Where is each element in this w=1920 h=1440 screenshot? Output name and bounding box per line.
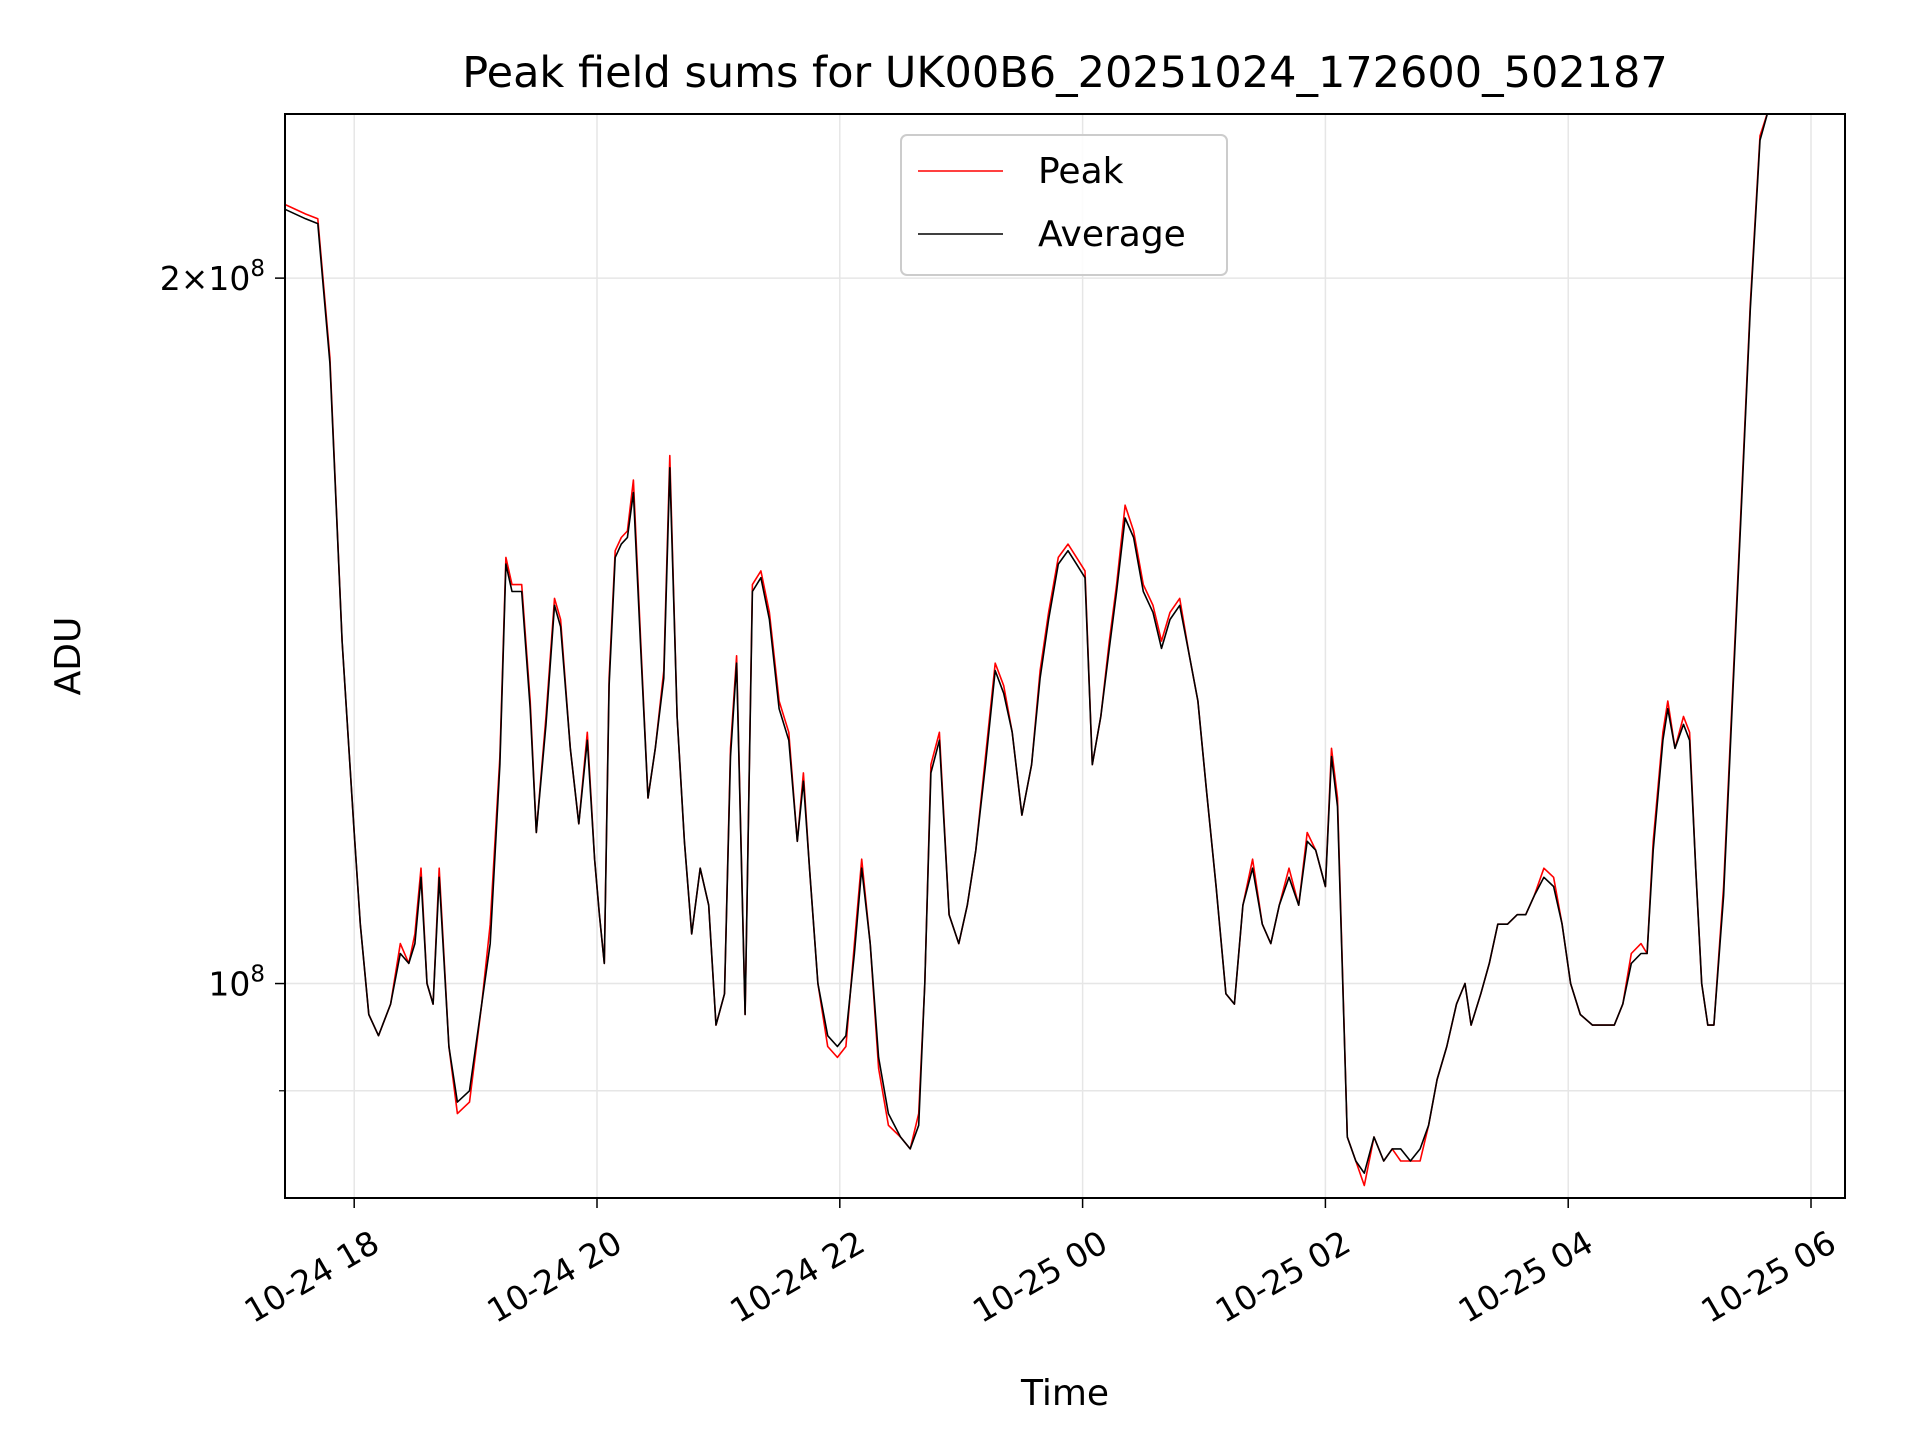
legend-label-peak: Peak bbox=[1038, 151, 1124, 192]
x-axis-label: Time bbox=[1020, 1373, 1109, 1414]
grid bbox=[285, 114, 1845, 1198]
y-axis-label: ADU bbox=[48, 617, 89, 696]
legend-label-average: Average bbox=[1038, 214, 1186, 255]
axes-frame bbox=[284, 113, 1846, 1199]
legend: Peak Average bbox=[900, 134, 1228, 276]
y-tick-label: 108 bbox=[208, 962, 265, 1004]
y-tick-label: 2×108 bbox=[160, 256, 265, 298]
legend-box bbox=[900, 134, 1228, 276]
series-line-average bbox=[285, 114, 1769, 1174]
series-layer bbox=[285, 114, 1769, 1187]
chart-title: Peak field sums for UK00B6_20251024_1726… bbox=[462, 48, 1668, 98]
